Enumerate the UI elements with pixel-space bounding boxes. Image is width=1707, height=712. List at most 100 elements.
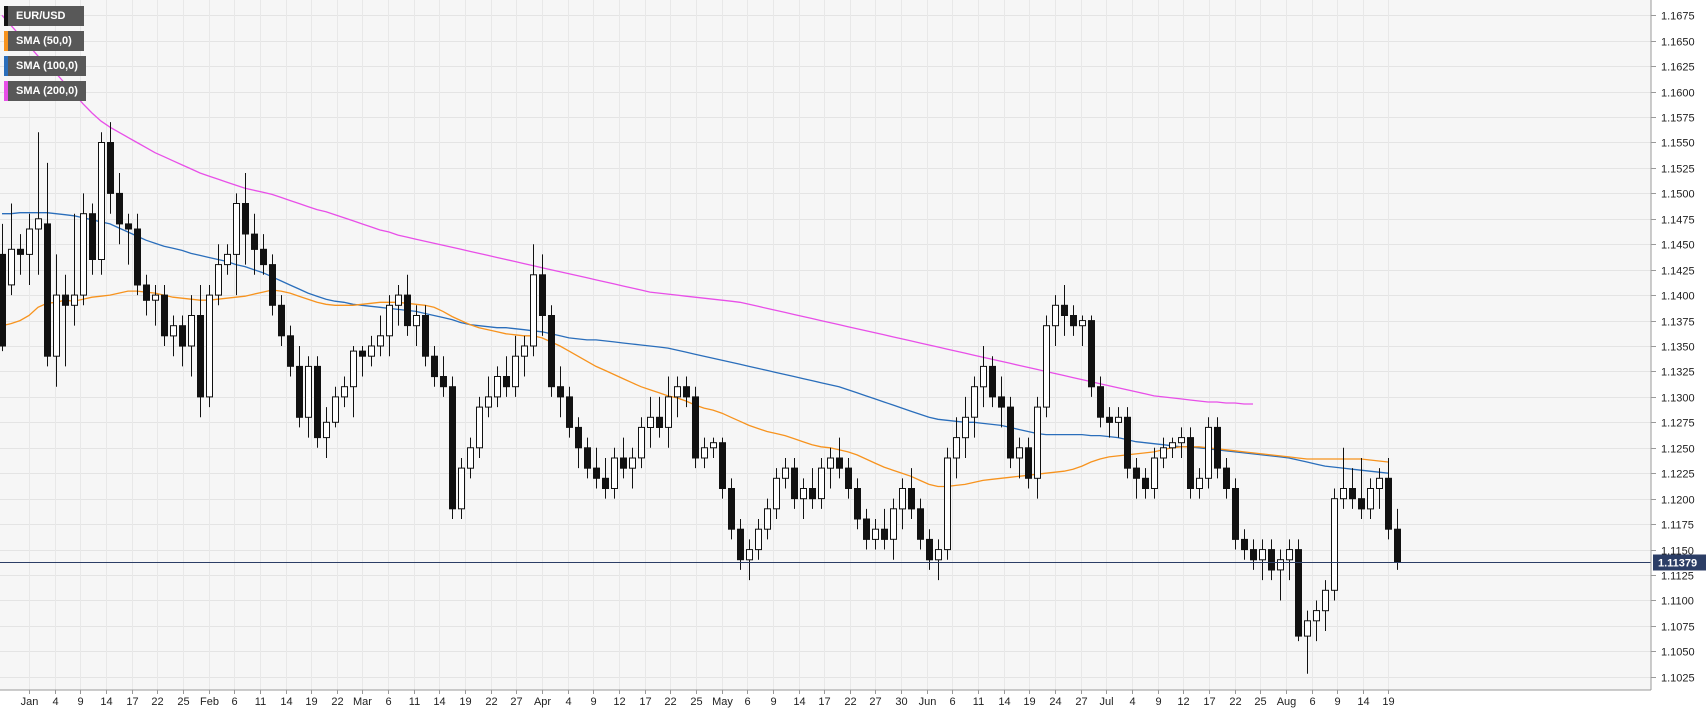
bullish-candle [611, 447, 618, 499]
bullish-candle [1169, 437, 1176, 458]
bullish-candle [1376, 468, 1383, 509]
candle-body [944, 457, 951, 551]
x-axis-ticks: Jan 4 9 14 17 22 25 Feb 6 11 14 19 22 Mar 6 11 14 19 22 27 A… [21, 690, 1395, 708]
candle-body [1340, 488, 1347, 500]
candle-body [377, 335, 384, 347]
y-tick-label: 1.1325 [1661, 367, 1695, 379]
candle-body [1331, 498, 1338, 591]
bearish-candle [1214, 417, 1221, 479]
y-tick-label: 1.1125 [1661, 571, 1694, 583]
x-tick-label: 25 [1254, 696, 1266, 708]
candle-body [647, 416, 654, 428]
bullish-candle [224, 244, 231, 275]
current-price-tag-box [1653, 554, 1706, 571]
candle-body [602, 477, 609, 489]
bearish-candle [1250, 539, 1257, 570]
bearish-candle [197, 284, 204, 418]
bullish-candle [971, 376, 978, 438]
bullish-candle [80, 193, 87, 306]
candle-body [629, 457, 636, 469]
y-tick-label: 1.1525 [1661, 164, 1695, 176]
bullish-candle [944, 447, 951, 560]
legend-item-eurusd[interactable]: EUR/USD [4, 6, 84, 26]
legend-item-sma50[interactable]: SMA (50,0) [4, 31, 84, 51]
x-tick-label: 19 [305, 696, 317, 708]
bullish-candle [674, 376, 681, 418]
bearish-candle [737, 519, 744, 570]
candle-body [989, 365, 996, 398]
candle-body [116, 192, 123, 225]
candle-body [539, 274, 546, 316]
bullish-candle [395, 284, 402, 326]
candle-body [197, 315, 204, 398]
x-tick-label: 9 [1155, 696, 1161, 708]
bullish-candle [629, 447, 636, 489]
x-tick-label: 27 [869, 696, 881, 708]
bearish-candle [62, 274, 69, 367]
y-tick-label: 1.1600 [1661, 88, 1695, 100]
candle-body [1205, 426, 1212, 479]
candle-body [89, 213, 96, 260]
y-tick-label: 1.1025 [1661, 673, 1695, 685]
bearish-candle [836, 437, 843, 479]
candle-body [233, 203, 240, 255]
candle-body [1349, 488, 1356, 500]
bearish-candle [1088, 315, 1095, 397]
candle-body [1376, 477, 1383, 489]
candle-body [170, 325, 177, 337]
bearish-candle [548, 305, 555, 397]
bearish-candle [584, 437, 591, 479]
legend-label-eurusd: EUR/USD [16, 10, 66, 22]
bullish-candle [305, 356, 312, 438]
bullish-candle [332, 386, 339, 428]
x-tick-label: 22 [331, 696, 343, 708]
bearish-candle [89, 203, 96, 275]
bearish-candle [0, 223, 6, 352]
candle-body [17, 248, 24, 255]
candle-body [323, 421, 330, 439]
candle-body [260, 248, 267, 266]
y-tick-label: 1.1250 [1661, 444, 1695, 456]
candlesticks [0, 122, 1401, 674]
x-tick-label: 11 [409, 696, 420, 708]
x-tick-label: 17 [126, 696, 138, 708]
legend-label-sma50: SMA (50,0) [16, 35, 72, 47]
candle-body [746, 549, 753, 561]
candle-body [278, 304, 285, 337]
candle-body [1151, 457, 1158, 489]
candle-body [818, 467, 825, 500]
candle-body [134, 228, 141, 286]
bullish-candle [1331, 488, 1338, 601]
bearish-candle [503, 356, 510, 397]
x-tick-label: 11 [973, 696, 984, 708]
x-tick-label: 9 [770, 696, 776, 708]
bullish-candle [8, 203, 15, 296]
bearish-candle [1187, 427, 1194, 499]
candle-body [1313, 610, 1320, 622]
legend-swatch-sma50 [4, 31, 8, 51]
bullish-candle [899, 478, 906, 530]
candle-body [1196, 477, 1203, 489]
bearish-candle [1106, 407, 1113, 438]
candle-body [1097, 386, 1104, 418]
candle-body [98, 142, 105, 260]
bullish-candle [35, 132, 42, 275]
x-tick-label: 9 [590, 696, 596, 708]
bullish-candle [1178, 427, 1185, 458]
candle-body [1187, 437, 1194, 490]
bearish-candle [242, 173, 249, 265]
candle-body [773, 477, 780, 510]
bullish-candle [1052, 295, 1059, 347]
legend-label-sma100: SMA (100,0) [16, 60, 78, 72]
candle-body [1070, 315, 1077, 327]
candle-body [584, 447, 591, 469]
candle-body [971, 386, 978, 418]
y-tick-label: 1.1075 [1661, 622, 1695, 634]
candle-body [620, 457, 627, 469]
x-tick-label: 17 [639, 696, 651, 708]
bullish-candle [170, 315, 177, 357]
legend-item-sma100[interactable]: SMA (100,0) [4, 56, 86, 76]
x-tick-label: Jan [21, 696, 39, 708]
bearish-candle [440, 356, 447, 397]
legend-item-sma200[interactable]: SMA (200,0) [4, 81, 86, 101]
